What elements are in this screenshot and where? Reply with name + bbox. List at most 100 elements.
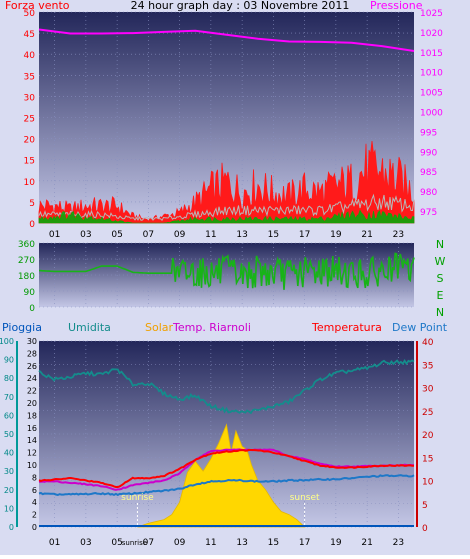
temperature-series bbox=[38, 448, 414, 488]
wind-average-series bbox=[38, 193, 415, 222]
direction-tick-label: 0 bbox=[29, 304, 35, 314]
pressure-tick-label: 995 bbox=[420, 128, 437, 138]
temperature-series bbox=[38, 358, 415, 528]
temperature-axes: 0102030405060708090100024681012141618202… bbox=[0, 337, 434, 534]
x-tick-label: 05 bbox=[111, 230, 122, 240]
humidity-tick-label: 12 bbox=[27, 449, 37, 458]
pressure-tick-label: 985 bbox=[420, 168, 437, 178]
rain-tick-label: 10 bbox=[4, 504, 14, 513]
wind-tick-label: 10 bbox=[24, 178, 36, 188]
rain-tick-label: 100 bbox=[0, 337, 14, 346]
x-tick-label: 11 bbox=[205, 538, 216, 548]
wind-tick-label: 30 bbox=[24, 93, 36, 103]
sunset-label: sunset bbox=[290, 493, 320, 503]
legend-entry: Temperatura bbox=[311, 321, 382, 334]
wind-tick-label: 50 bbox=[24, 9, 36, 19]
pressure-tick-label: 980 bbox=[420, 188, 437, 198]
rain-tick-label: 90 bbox=[4, 356, 14, 365]
dewpoint-series bbox=[38, 474, 415, 497]
humidity-tick-label: 0 bbox=[32, 523, 37, 532]
wind-tick-label: 15 bbox=[24, 157, 35, 167]
x-tick-label: 07 bbox=[143, 230, 154, 240]
temperature-legend: Pioggia Umidita Solar Temp. Riarnoli Tempera… bbox=[2, 321, 448, 334]
pressure-tick-label: 1005 bbox=[420, 89, 443, 99]
temperature-tick-label: 35 bbox=[422, 361, 433, 371]
pressure-tick-label: 1015 bbox=[420, 49, 443, 59]
solar-series bbox=[137, 423, 306, 528]
x-tick-label: 01 bbox=[49, 538, 60, 548]
temperature-tick-label: 20 bbox=[422, 431, 434, 441]
x-tick-label: 17 bbox=[299, 538, 310, 548]
x-tick-label: 07 bbox=[143, 538, 154, 548]
wind-tick-label: 35 bbox=[24, 72, 35, 82]
rain-tick-label: 60 bbox=[4, 411, 14, 420]
pressure-tick-label: 1010 bbox=[420, 69, 443, 79]
temperature-tick-label: 0 bbox=[422, 524, 428, 534]
x-tick-label: 11 bbox=[205, 230, 216, 240]
x-tick-label: sunrise bbox=[122, 539, 147, 547]
wind-tick-label: 5 bbox=[29, 199, 35, 209]
x-tick-label: 09 bbox=[174, 538, 186, 548]
x-tick-label: 05 bbox=[111, 538, 122, 548]
temperature-tick-label: 15 bbox=[422, 454, 433, 464]
pressure-axis-title: Pressione bbox=[370, 0, 423, 12]
x-tick-label: 15 bbox=[268, 538, 279, 548]
wind-tick-label: 45 bbox=[24, 30, 35, 40]
wind-axis-title: Forza vento bbox=[5, 0, 70, 12]
humidity-tick-label: 18 bbox=[27, 411, 37, 420]
compass-label: W bbox=[435, 255, 446, 268]
temperature-tick-label: 10 bbox=[422, 478, 434, 488]
wind-axis-ticks: 0 5 10 15 20 25 30 35 40 45 50 bbox=[24, 9, 36, 230]
humidity-tick-label: 16 bbox=[27, 424, 37, 433]
x-tick-label: 21 bbox=[361, 230, 372, 240]
direction-tick-label: 360 bbox=[18, 240, 35, 250]
pressure-tick-label: 975 bbox=[420, 208, 437, 218]
direction-tick-label: 90 bbox=[24, 288, 36, 298]
humidity-series bbox=[38, 358, 415, 415]
rain-tick-label: 70 bbox=[4, 393, 14, 402]
temperature-tick-label: 5 bbox=[422, 501, 428, 511]
rain-tick-label: 40 bbox=[4, 449, 14, 458]
direction-axis-ticks: 0 90 180 270 360 bbox=[18, 240, 35, 314]
x-tick-label: 23 bbox=[393, 538, 404, 548]
wind-tick-label: 0 bbox=[29, 220, 35, 230]
humidity-tick-label: 8 bbox=[32, 473, 37, 482]
wind-direction-series bbox=[39, 252, 415, 290]
humidity-tick-label: 4 bbox=[32, 498, 37, 507]
rain-tick-label: 50 bbox=[4, 430, 14, 439]
x-tick-label: 19 bbox=[330, 230, 342, 240]
rain-tick-label: 20 bbox=[4, 486, 14, 495]
humidity-tick-label: 14 bbox=[27, 436, 37, 445]
sunrise-label: sunrise bbox=[121, 493, 154, 503]
rain-tick-label: 30 bbox=[4, 467, 14, 476]
rain-tick-label: 0 bbox=[9, 523, 14, 532]
legend-entry: Umidita bbox=[68, 321, 111, 334]
x-tick-label: 13 bbox=[236, 230, 247, 240]
pressure-series bbox=[38, 28, 415, 52]
legend-entry: Solar bbox=[145, 321, 174, 334]
humidity-tick-label: 20 bbox=[27, 399, 37, 408]
humidity-tick-label: 6 bbox=[32, 486, 37, 495]
legend-entry: Temp. Riarnoli bbox=[172, 321, 251, 334]
temperature-panel: sunrise sunset 01020304050607080901000246… bbox=[0, 321, 448, 548]
x-tick-label: 19 bbox=[330, 538, 342, 548]
humidity-tick-label: 10 bbox=[27, 461, 37, 470]
legend-entry: Dew Point bbox=[392, 321, 448, 334]
wind-pressure-series bbox=[38, 28, 415, 224]
x-tick-label: 15 bbox=[268, 230, 279, 240]
compass-label: S bbox=[437, 272, 444, 285]
direction-tick-label: 270 bbox=[18, 256, 35, 266]
x-tick-label: 23 bbox=[393, 230, 404, 240]
x-tick-label: 01 bbox=[49, 230, 60, 240]
wind-tick-label: 40 bbox=[24, 51, 36, 61]
wind-pressure-x-ticks: 01 03 05 07 09 11 13 15 17 19 21 23 bbox=[49, 230, 404, 240]
humidity-tick-label: 24 bbox=[27, 374, 37, 383]
direction-tick-label: 180 bbox=[18, 272, 35, 282]
humidity-tick-label: 28 bbox=[27, 349, 37, 358]
pressure-axis-ticks: 975 980 985 990 995 1000 1005 1010 1015 1020 1025 bbox=[420, 9, 443, 218]
